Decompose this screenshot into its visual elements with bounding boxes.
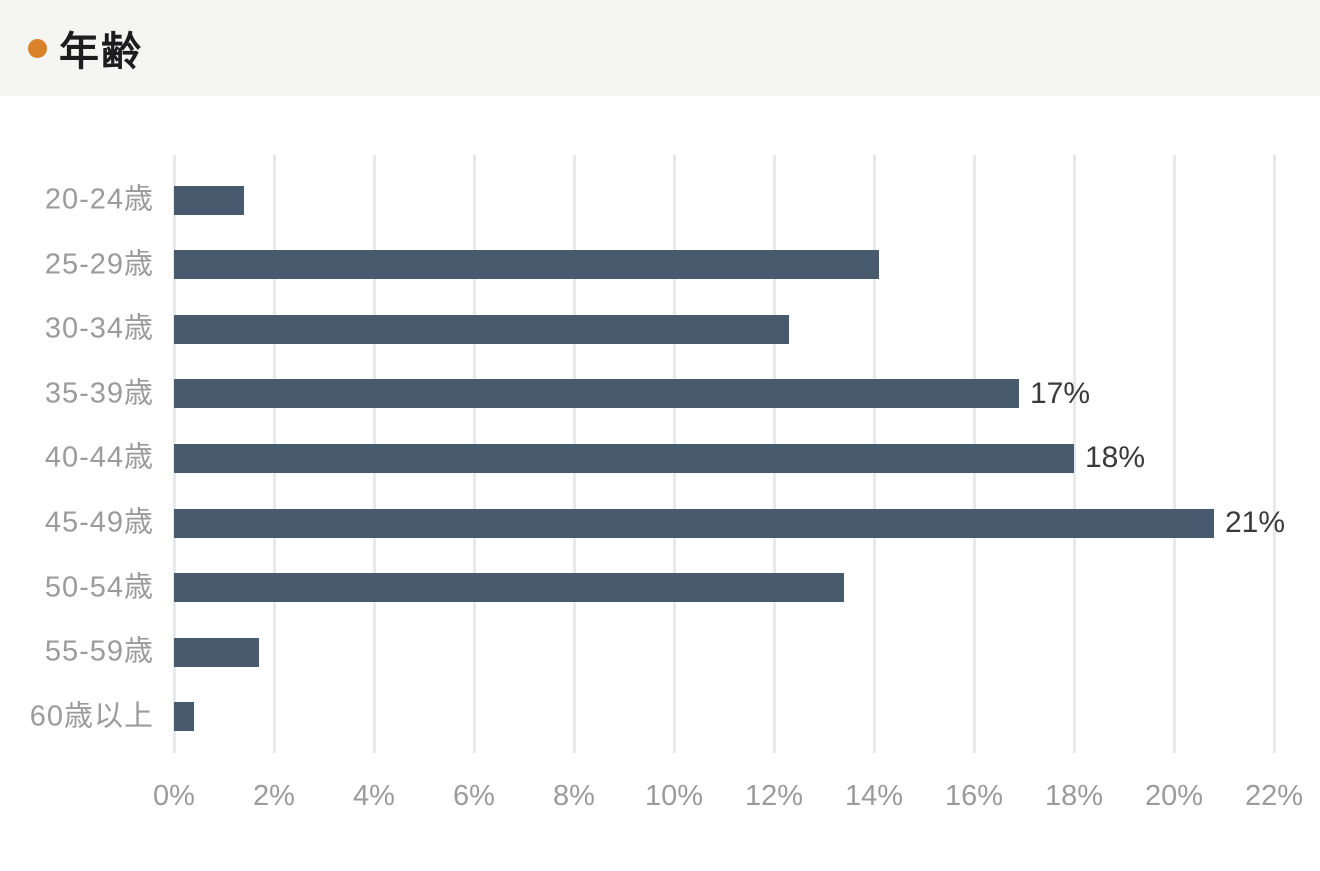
y-axis-label: 40-44歳 — [44, 441, 154, 474]
x-axis-label: 14% — [844, 780, 904, 812]
gridline — [1072, 155, 1076, 753]
y-axis-label: 45-49歳 — [44, 506, 154, 539]
chart-title: 年齢 — [59, 30, 143, 74]
gridline — [1172, 155, 1176, 753]
bullet-icon — [28, 38, 47, 58]
x-axis-label: 2% — [253, 780, 295, 812]
bar-25-29歳 — [174, 250, 879, 280]
bar-35-39歳 — [174, 379, 1019, 409]
x-axis-label: 10% — [644, 780, 704, 812]
age-bar-chart: 20-24歳 25-29歳 30-34歳 35-39歳 40-44歳 45-49歳 50-5… — [0, 96, 1320, 871]
y-axis-label: 55-59歳 — [44, 635, 154, 668]
x-axis-label: 12% — [744, 780, 804, 812]
bar-50-54歳 — [174, 573, 844, 603]
gridline — [1272, 155, 1276, 753]
x-axis-label: 6% — [453, 780, 495, 812]
x-axis-labels: 0% 2% 4% 6% 8% 10% 12% 14% 16% 18% 20% 22% — [153, 774, 1303, 818]
x-axis-label: 22% — [1244, 780, 1304, 812]
bar-45-49歳 — [174, 508, 1214, 538]
bar-20-24歳 — [174, 185, 244, 215]
bar-40-44歳 — [174, 443, 1074, 473]
y-axis-label: 60歳以上 — [29, 700, 154, 733]
bar-55-59歳 — [174, 637, 259, 667]
chart-header: 年齢 — [0, 0, 1320, 96]
data-label: 17% — [1030, 376, 1091, 410]
x-axis-label: 4% — [353, 780, 395, 812]
data-label: 18% — [1085, 441, 1146, 475]
x-axis-label: 8% — [553, 780, 595, 812]
y-axis-label: 50-54歳 — [44, 571, 154, 604]
y-axis-label: 20-24歳 — [44, 183, 154, 216]
plot-area: 17% 18% 21% — [172, 155, 1285, 753]
y-axis-labels: 20-24歳 25-29歳 30-34歳 35-39歳 40-44歳 45-49歳 50-5… — [0, 155, 154, 753]
x-axis-label: 20% — [1144, 780, 1204, 812]
y-axis-label: 25-29歳 — [44, 248, 154, 281]
x-axis-label: 0% — [153, 780, 195, 812]
bar-30-34歳 — [174, 314, 789, 344]
data-label: 21% — [1225, 506, 1286, 539]
x-axis-label: 18% — [1044, 780, 1104, 812]
bar-60歳以上 — [174, 702, 194, 732]
x-axis-label: 16% — [944, 780, 1004, 812]
y-axis-label: 30-34歳 — [44, 312, 154, 345]
y-axis-label: 35-39歳 — [44, 377, 154, 410]
